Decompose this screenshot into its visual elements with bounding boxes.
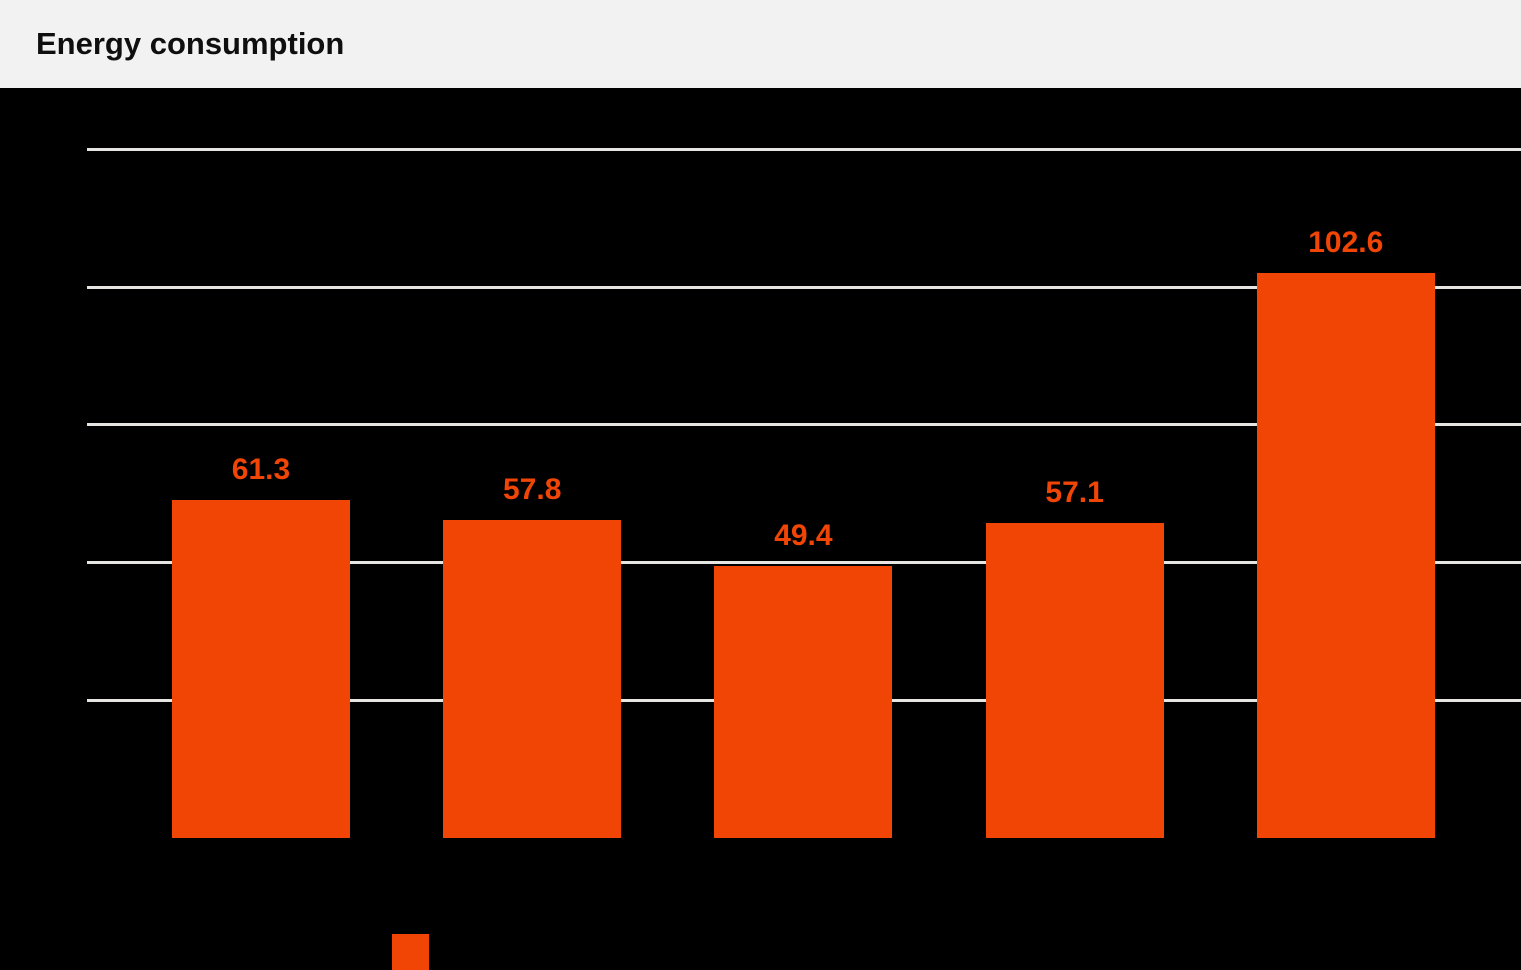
chart-title: Energy consumption [36,26,345,61]
bar-value-label: 61.3 [231,453,291,487]
bar [714,565,893,838]
bar [985,523,1164,838]
legend-swatch [392,934,429,970]
gridline [87,147,1521,151]
bar-value-label: 49.4 [774,518,833,552]
bar [172,500,350,838]
gridline [87,561,1521,564]
gridline [87,285,1521,289]
bar-value-label: 57.1 [1045,476,1104,510]
bar [1256,272,1435,838]
chart-plot-area: 61.3 57.8 49.4 57.1 102.6 [0,88,1521,970]
bar-value-label: 57.8 [502,472,562,506]
chart-header: Energy consumption [0,0,1521,88]
gridline [87,423,1521,427]
bar [443,519,622,838]
bar-value-label: 102.6 [1308,225,1384,259]
